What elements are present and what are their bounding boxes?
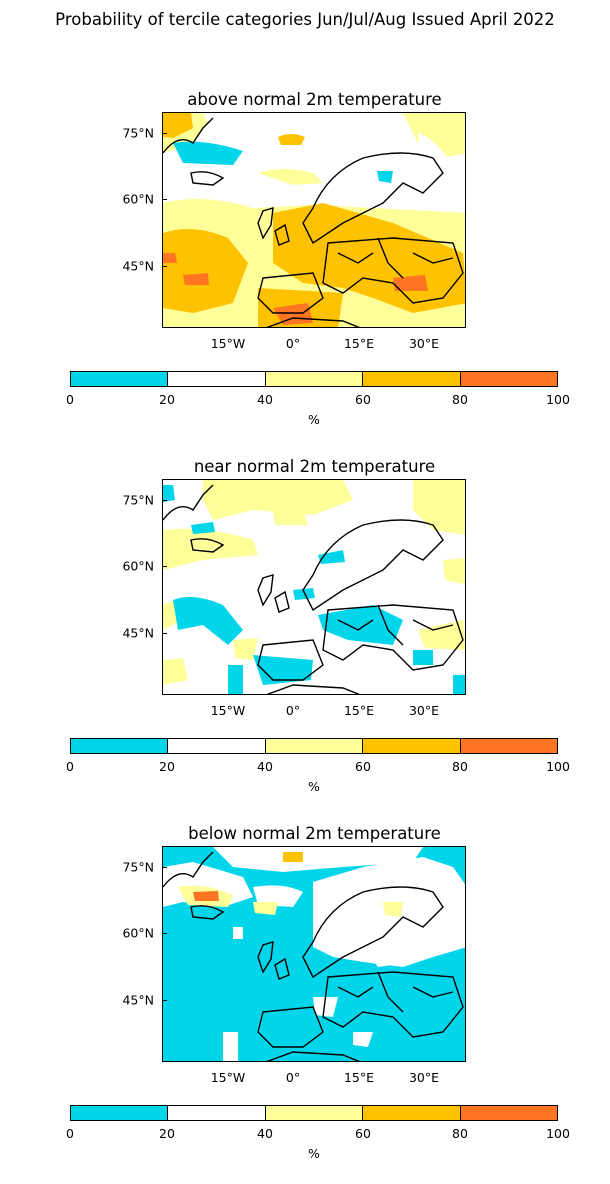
panel-near-normal: near normal 2m temperature xyxy=(0,457,610,817)
lat-tick xyxy=(162,633,167,634)
europe-map-icon xyxy=(163,113,465,327)
colorbar-segment-40-60 xyxy=(265,1106,364,1120)
colorbar-tick-60: 60 xyxy=(355,392,371,407)
lon-label-15e: 15°E xyxy=(343,336,375,351)
colorbar-tick-60: 60 xyxy=(355,759,371,774)
colorbar-tick-0: 0 xyxy=(66,759,74,774)
colorbar-unit: % xyxy=(308,1146,320,1161)
lon-label-30e: 30°E xyxy=(408,336,440,351)
colorbar-segment-40-60 xyxy=(265,372,364,386)
colorbar-segment-20-40 xyxy=(168,372,266,386)
europe-map-icon xyxy=(163,480,465,694)
colorbar-tick-80: 80 xyxy=(452,392,468,407)
colorbar xyxy=(70,1105,558,1121)
lon-label-0: 0° xyxy=(285,336,301,351)
map-frame xyxy=(162,846,466,1062)
colorbar-tick-100: 100 xyxy=(546,759,570,774)
colorbar-tick-100: 100 xyxy=(546,392,570,407)
colorbar-unit: % xyxy=(308,412,320,427)
lat-tick xyxy=(162,933,167,934)
lat-label-60n: 60°N xyxy=(122,558,154,574)
lat-tick xyxy=(162,500,167,501)
colorbar-tick-20: 20 xyxy=(159,759,175,774)
colorbar-segment-60-80 xyxy=(363,739,461,753)
europe-map-icon xyxy=(163,847,465,1061)
lon-label-15w: 15°W xyxy=(210,1070,246,1085)
colorbar-tick-60: 60 xyxy=(355,1126,371,1141)
lat-label-45n: 45°N xyxy=(122,992,154,1008)
lat-label-45n: 45°N xyxy=(122,258,154,274)
colorbar-tick-80: 80 xyxy=(452,759,468,774)
colorbar-segment-60-80 xyxy=(363,1106,461,1120)
lat-label-75n: 75°N xyxy=(122,859,154,875)
colorbar-tick-20: 20 xyxy=(159,392,175,407)
colorbar-tick-0: 0 xyxy=(66,1126,74,1141)
colorbar-segment-20-40 xyxy=(168,1106,266,1120)
lon-label-30e: 30°E xyxy=(408,703,440,718)
lon-label-0: 0° xyxy=(285,703,301,718)
panel-title: near normal 2m temperature xyxy=(193,457,436,476)
panel-title: below normal 2m temperature xyxy=(188,824,441,843)
lat-label-45n: 45°N xyxy=(122,625,154,641)
lat-tick xyxy=(162,133,167,134)
lat-tick xyxy=(162,266,167,267)
panel-above-normal: above normal 2m temperature xyxy=(0,90,610,450)
colorbar-segment-40-60 xyxy=(265,739,364,753)
lat-label-75n: 75°N xyxy=(122,492,154,508)
colorbar-segment-60-80 xyxy=(363,372,461,386)
panel-below-normal: below normal 2m temperature xyxy=(0,824,610,1184)
map-frame xyxy=(162,112,466,328)
colorbar-segment-0-20 xyxy=(71,739,169,753)
colorbar-tick-100: 100 xyxy=(546,1126,570,1141)
colorbar-tick-40: 40 xyxy=(257,1126,273,1141)
lon-label-0: 0° xyxy=(285,1070,301,1085)
panel-title: above normal 2m temperature xyxy=(187,90,442,109)
lat-label-75n: 75°N xyxy=(122,125,154,141)
lon-label-15e: 15°E xyxy=(343,1070,375,1085)
colorbar-segment-80-100 xyxy=(460,739,558,753)
lon-label-30e: 30°E xyxy=(408,1070,440,1085)
colorbar-segment-80-100 xyxy=(460,372,558,386)
figure-title: Probability of tercile categories Jun/Ju… xyxy=(55,10,555,29)
lat-label-60n: 60°N xyxy=(122,191,154,207)
lat-tick xyxy=(162,867,167,868)
colorbar-tick-40: 40 xyxy=(257,392,273,407)
lat-tick xyxy=(162,1000,167,1001)
lon-label-15w: 15°W xyxy=(210,703,246,718)
colorbar-unit: % xyxy=(308,779,320,794)
map-frame xyxy=(162,479,466,695)
colorbar-tick-40: 40 xyxy=(257,759,273,774)
colorbar xyxy=(70,371,558,387)
lat-label-60n: 60°N xyxy=(122,925,154,941)
colorbar xyxy=(70,738,558,754)
colorbar-segment-0-20 xyxy=(71,1106,169,1120)
lat-tick xyxy=(162,199,167,200)
lon-label-15e: 15°E xyxy=(343,703,375,718)
colorbar-tick-0: 0 xyxy=(66,392,74,407)
colorbar-segment-0-20 xyxy=(71,372,169,386)
lat-tick xyxy=(162,566,167,567)
colorbar-segment-20-40 xyxy=(168,739,266,753)
colorbar-tick-20: 20 xyxy=(159,1126,175,1141)
colorbar-tick-80: 80 xyxy=(452,1126,468,1141)
lon-label-15w: 15°W xyxy=(210,336,246,351)
colorbar-segment-80-100 xyxy=(460,1106,558,1120)
